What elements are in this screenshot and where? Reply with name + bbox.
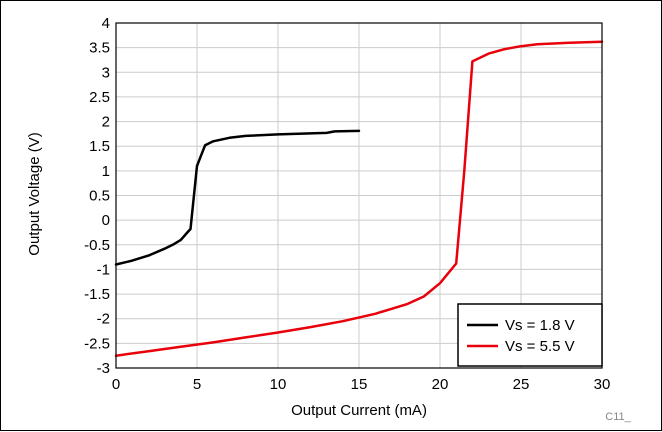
y-tick-label: 3 [102, 64, 110, 81]
y-tick-label: 0.5 [89, 188, 110, 205]
plot-area-border [115, 22, 603, 369]
y-tick-label: 3.5 [89, 40, 110, 57]
y-tick-label: 1.5 [89, 138, 110, 155]
y-tick-label: -1 [97, 261, 110, 278]
x-axis-ticks: 0 5 10 15 20 25 30 [112, 376, 611, 393]
x-tick-label: 30 [594, 376, 611, 393]
legend: Vs = 1.8 V Vs = 5.5 V [457, 303, 603, 367]
y-tick-label: -2 [97, 311, 110, 328]
y-axis-ticks: -3 -2.5 -2 -1.5 -1 -0.5 0 0.5 1 1.5 2 2.5 3 3.5 4 [84, 15, 110, 377]
x-tick-label: 15 [351, 376, 368, 393]
series-line-0 [114, 129, 361, 266]
y-tick-label: 2 [102, 114, 110, 131]
y-tick-label: 4 [102, 15, 110, 32]
y-tick-label: -2.5 [84, 335, 110, 352]
figure-code-label: C11_ [605, 411, 631, 423]
y-tick-label: 2.5 [89, 89, 110, 106]
legend-box [457, 303, 603, 367]
legend-label-1p8v: Vs = 1.8 V [505, 317, 575, 334]
y-axis-title: Output Voltage (V) [26, 132, 43, 255]
x-tick-label: 25 [513, 376, 530, 393]
series-lines [114, 40, 604, 357]
x-tick-label: 5 [193, 376, 201, 393]
y-tick-label: 1 [102, 163, 110, 180]
x-axis-title: Output Current (mA) [291, 402, 427, 419]
y-tick-label: -0.5 [84, 237, 110, 254]
x-tick-label: 20 [432, 376, 449, 393]
x-tick-label: 0 [112, 376, 120, 393]
legend-label-5p5v: Vs = 5.5 V [505, 338, 575, 355]
series-line-1 [114, 40, 604, 357]
y-tick-label: 0 [102, 212, 110, 229]
x-tick-label: 10 [270, 376, 287, 393]
y-tick-label: -3 [97, 360, 110, 377]
y-tick-label: -1.5 [84, 286, 110, 303]
